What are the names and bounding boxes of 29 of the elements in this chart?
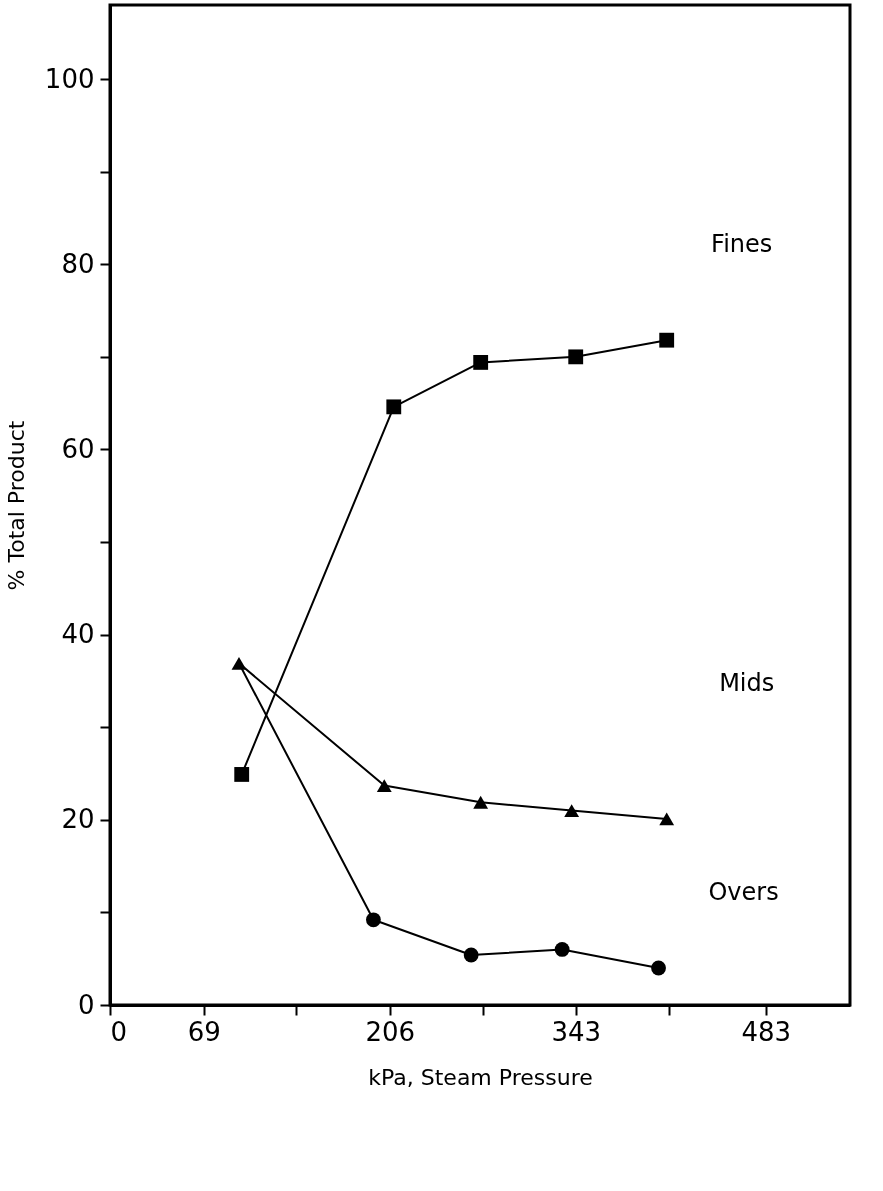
text: Fines [711, 230, 773, 259]
y-tick-label: 80 [61, 248, 95, 279]
point [463, 947, 479, 963]
point [659, 332, 675, 348]
point [473, 795, 489, 809]
point [651, 960, 666, 976]
y-tick-label: 100 [44, 63, 95, 94]
point [234, 767, 250, 782]
y-tick-label: 20 [61, 804, 95, 835]
text: Overs [708, 877, 779, 906]
point [564, 804, 580, 817]
point [376, 779, 392, 792]
point [366, 912, 381, 928]
point [473, 354, 489, 370]
x-tick-label: 343 [551, 1016, 602, 1047]
y-tick-label: 60 [61, 433, 95, 464]
y-axis-title: % Total Product [3, 420, 29, 591]
point [386, 399, 402, 415]
x-tick-label: 69 [187, 1016, 221, 1047]
x-axis-title: kPa, Steam Pressure [368, 1064, 593, 1090]
x-tick-label: 206 [365, 1016, 416, 1047]
y-tick-label: 0 [77, 989, 95, 1020]
text: Mids [719, 668, 775, 697]
point [659, 812, 675, 826]
x-tick-label: 0 [110, 1016, 128, 1047]
x-tick-label: 483 [741, 1016, 792, 1047]
y-tick-label: 40 [61, 619, 95, 650]
point [568, 349, 584, 365]
point [554, 942, 570, 957]
